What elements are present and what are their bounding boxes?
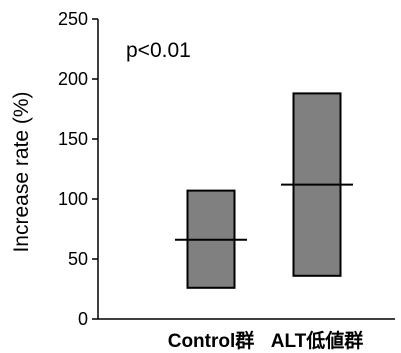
category-label-1: Control群 [168,329,255,352]
box-layer [175,92,353,289]
category-label-2: ALT低値群 [271,329,364,352]
y-tick-label-50: 50 [68,249,88,269]
axis-layer [92,18,395,320]
y-tick-label-100: 100 [58,189,88,209]
y-tick-label-200: 200 [58,69,88,89]
significance-annotation: p<0.01 [126,39,191,62]
y-axis-title: Increase rate (%) [10,91,33,252]
y-tick-label-0: 0 [78,309,88,329]
y-tick-label-150: 150 [58,129,88,149]
y-tick-label-250: 250 [58,9,88,29]
label-layer: p<0.01 Increase rate (%) 0 50 100 150 200 250… [10,9,363,352]
